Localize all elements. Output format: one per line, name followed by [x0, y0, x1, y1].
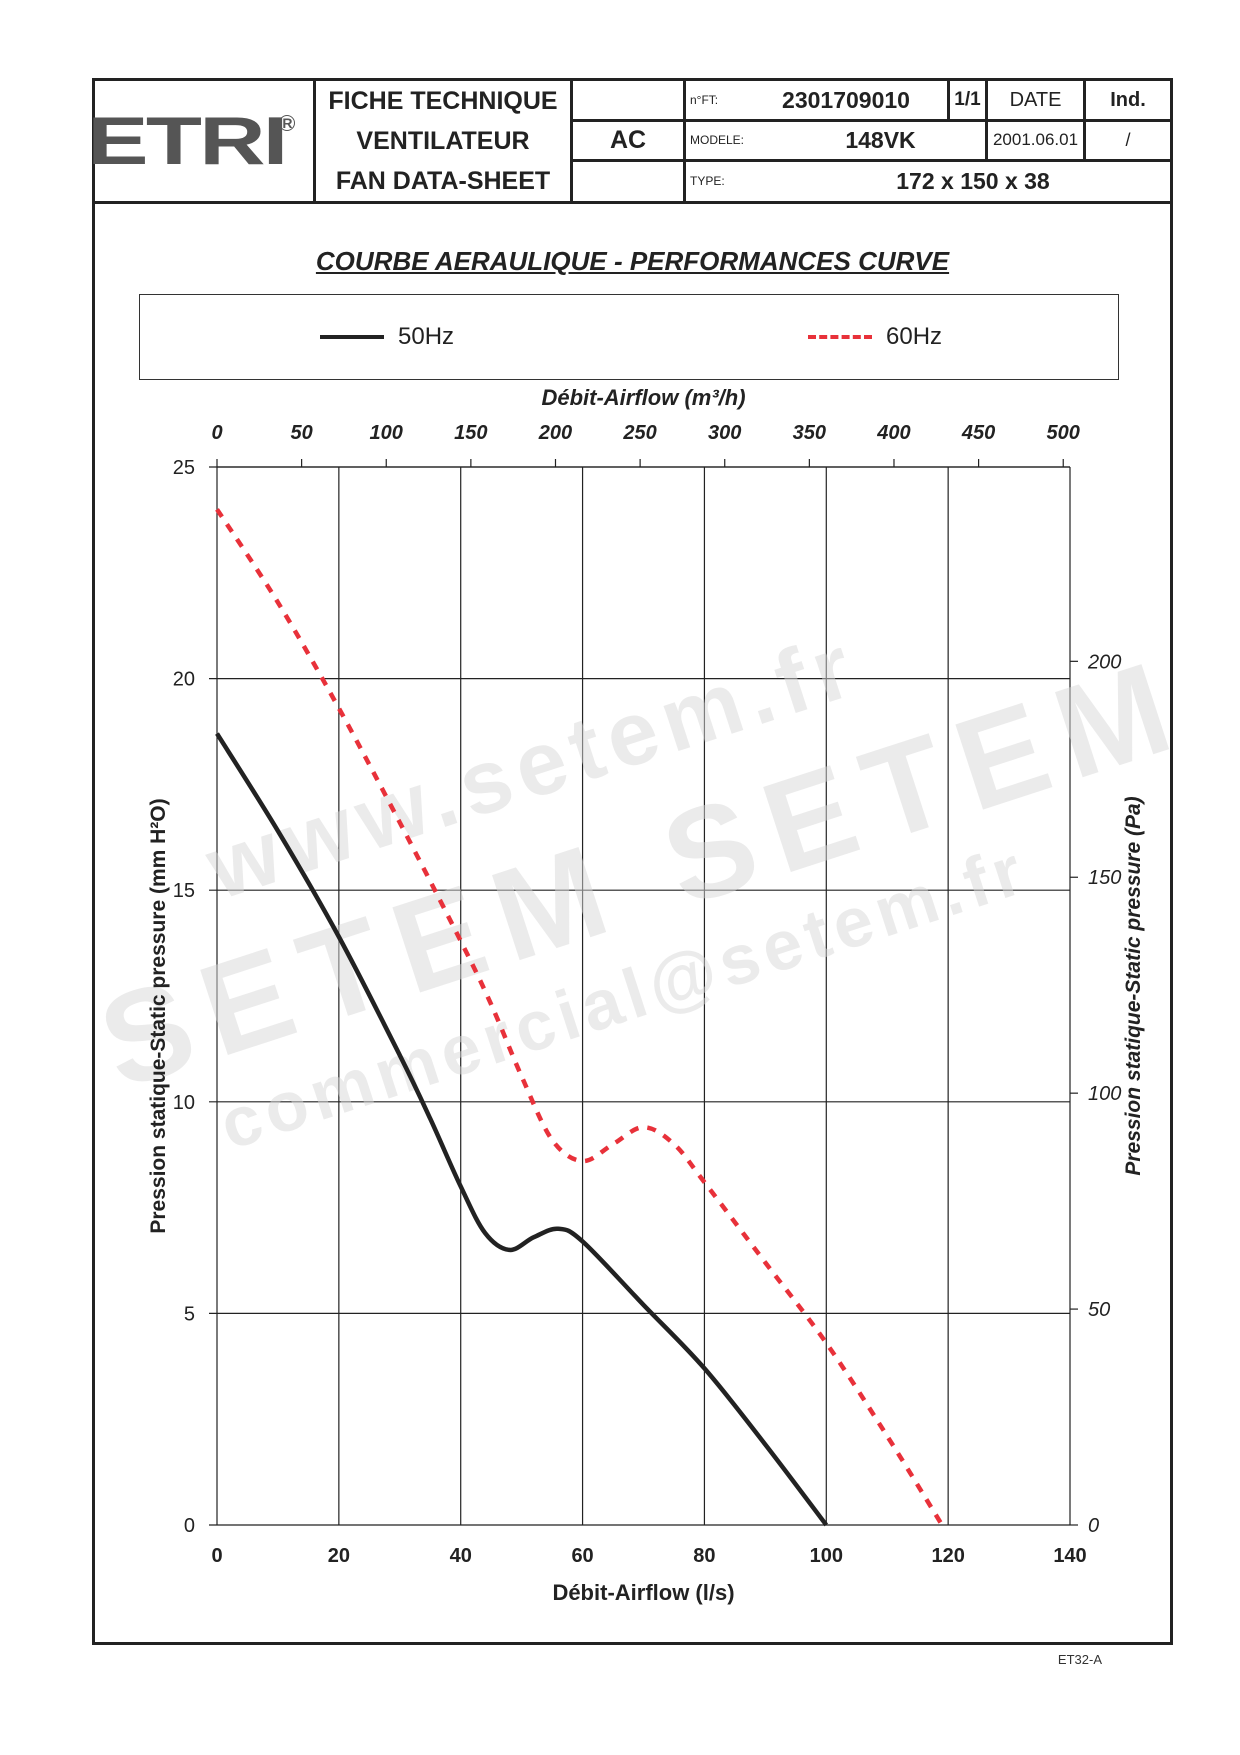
svg-text:0: 0: [211, 422, 222, 444]
nft-label: n°FT:: [690, 93, 719, 107]
svg-text:450: 450: [961, 422, 995, 444]
svg-text:0: 0: [1088, 1515, 1099, 1537]
svg-text:Pression statique-Static press: Pression statique-Static pressure (mm H²…: [147, 798, 170, 1233]
svg-text:0: 0: [184, 1515, 195, 1537]
nft-value: 2301709010: [782, 86, 910, 113]
svg-text:60: 60: [571, 1545, 593, 1567]
svg-text:20: 20: [173, 669, 195, 691]
logo-text: ETRI: [86, 103, 288, 179]
date-value: 2001.06.01: [992, 130, 1079, 149]
solid-line-icon: [320, 335, 384, 339]
registered-mark-icon: R: [279, 115, 296, 131]
datasheet-frame: ETRI R FICHE TECHNIQUE VENTILATEUR FAN D…: [87, 78, 1173, 1645]
footer-code: ET32-A: [1057, 1652, 1102, 1667]
chart-grid: [209, 459, 1078, 1526]
svg-text:350: 350: [793, 422, 826, 444]
svg-text:5: 5: [184, 1303, 195, 1325]
svg-text:150: 150: [1088, 867, 1121, 889]
svg-text:100: 100: [370, 422, 403, 444]
title-line-1: FICHE TECHNIQUE: [328, 86, 558, 115]
chart-title: COURBE AERAULIQUE - PERFORMANCES CURVE: [315, 246, 950, 276]
type-value: 172 x 150 x 38: [896, 167, 1050, 194]
etri-logo: ETRI R: [87, 81, 313, 201]
svg-text:120: 120: [931, 1545, 964, 1567]
svg-text:Débit-Airflow (l/s): Débit-Airflow (l/s): [552, 1580, 734, 1605]
svg-text:300: 300: [708, 422, 741, 444]
svg-text:200: 200: [1087, 651, 1121, 673]
svg-text:10: 10: [173, 1092, 195, 1114]
current-type: AC: [609, 125, 647, 154]
legend-item-60hz: 60Hz: [808, 323, 942, 351]
ind-label: Ind.: [1110, 88, 1146, 111]
title-line-2: VENTILATEUR: [356, 126, 530, 155]
svg-text:15: 15: [173, 880, 195, 902]
chart-legend: 50Hz 60Hz: [139, 294, 1119, 380]
series-50hz-line: [215, 732, 829, 1527]
type-label: TYPE:: [690, 174, 725, 188]
date-label: DATE: [1009, 88, 1062, 111]
header-table: ETRI R FICHE TECHNIQUE VENTILATEUR FAN D…: [87, 81, 1170, 204]
ind-value: /: [1125, 129, 1131, 150]
page-number: 1/1: [954, 89, 981, 110]
svg-text:100: 100: [810, 1545, 843, 1567]
dashed-line-icon: [808, 335, 872, 339]
svg-text:250: 250: [622, 422, 656, 444]
title-line-3: FAN DATA-SHEET: [335, 166, 551, 195]
model-value: 148VK: [845, 126, 916, 153]
series-60hz-line: [215, 508, 944, 1527]
svg-text:500: 500: [1047, 422, 1080, 444]
svg-text:80: 80: [693, 1545, 715, 1567]
svg-text:50: 50: [290, 422, 312, 444]
svg-text:50: 50: [1088, 1299, 1110, 1321]
svg-text:40: 40: [450, 1545, 472, 1567]
svg-text:0: 0: [211, 1545, 222, 1567]
svg-text:25: 25: [173, 457, 195, 479]
svg-text:Pression statique-Static press: Pression statique-Static pressure (Pa): [1122, 796, 1145, 1175]
svg-text:Débit-Airflow (m³/h): Débit-Airflow (m³/h): [541, 385, 745, 410]
model-label: MODELE:: [690, 133, 745, 147]
svg-text:200: 200: [538, 422, 572, 444]
svg-text:140: 140: [1053, 1545, 1086, 1567]
svg-text:20: 20: [328, 1545, 350, 1567]
chart-lines: [215, 508, 944, 1527]
svg-text:100: 100: [1088, 1083, 1121, 1105]
legend-label: 50Hz: [398, 323, 455, 350]
legend-item-50hz: 50Hz: [320, 323, 454, 351]
legend-label: 60Hz: [886, 323, 943, 350]
svg-text:400: 400: [876, 422, 910, 444]
svg-text:150: 150: [454, 422, 487, 444]
